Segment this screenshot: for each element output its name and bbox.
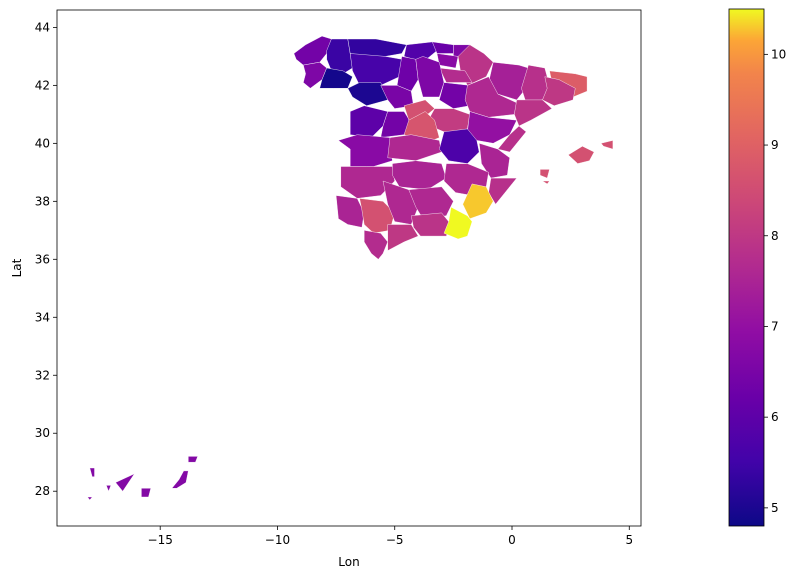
region-fuerteventura — [171, 470, 189, 489]
y-tick-label: 34 — [35, 310, 50, 324]
y-tick-label: 42 — [35, 78, 50, 92]
y-tick-label: 32 — [35, 368, 50, 382]
region-cáceres — [338, 134, 393, 167]
region-álava — [436, 53, 459, 69]
colorbar-tick-label: 5 — [771, 501, 779, 515]
colorbar-tick-label: 6 — [771, 410, 779, 424]
y-tick-label: 28 — [35, 484, 50, 498]
region-jaén — [408, 186, 454, 219]
region-almería — [443, 206, 473, 240]
region-ibiza — [539, 169, 550, 179]
x-axis-label: Lon — [338, 555, 359, 569]
x-tick-label: 5 — [625, 533, 633, 547]
colorbar-tick-label: 9 — [771, 138, 779, 152]
colorbar-tick-label: 8 — [771, 229, 779, 243]
region-burgos — [415, 56, 445, 98]
region-menorca — [600, 140, 614, 150]
y-tick-label: 40 — [35, 136, 50, 150]
y-axis-ticks: 28 30 32 34 36 38 40 42 44 — [35, 20, 57, 498]
map-frame — [56, 9, 642, 527]
y-tick-label: 44 — [35, 20, 50, 34]
region-valencia — [479, 143, 510, 179]
y-tick-label: 30 — [35, 426, 50, 440]
x-tick-label: −10 — [265, 533, 290, 547]
colorbar-tick-label: 10 — [771, 47, 786, 61]
region-soria — [439, 82, 470, 109]
y-tick-label: 36 — [35, 252, 50, 266]
x-tick-label: −15 — [148, 533, 173, 547]
region-tenerife — [115, 473, 135, 492]
region-león — [350, 53, 402, 86]
x-tick-label: 0 — [508, 533, 516, 547]
region-formentera — [542, 180, 550, 185]
region-cantabria — [403, 41, 438, 63]
region-tarragona — [514, 99, 553, 127]
region-huelva — [335, 195, 365, 228]
region-granada — [411, 212, 452, 237]
region-gran-canaria — [141, 488, 152, 498]
region-ourense — [319, 67, 353, 89]
region-lanzarote — [188, 456, 198, 463]
region-castellón — [497, 125, 527, 153]
region-alicante — [488, 177, 517, 205]
colorbar-tick-label: 7 — [771, 319, 779, 333]
map-layer — [87, 35, 614, 501]
region-barcelona — [542, 76, 576, 106]
region-cádiz — [364, 230, 388, 260]
region-la-gomera — [106, 485, 112, 492]
region-sevilla — [359, 198, 395, 234]
y-axis-label: Lat — [10, 258, 24, 277]
colorbar-ticks: 5 6 7 8 9 10 — [764, 47, 786, 515]
region-mallorca — [568, 145, 595, 164]
region-la-palma — [89, 467, 95, 477]
region-cuenca — [439, 128, 480, 164]
region-ciudad-real — [392, 160, 447, 190]
y-tick-label: 38 — [35, 194, 50, 208]
region-málaga — [387, 224, 419, 251]
region-la-rioja — [439, 67, 473, 83]
region-el-hierro — [87, 496, 93, 501]
x-axis-ticks: −15 −10 −5 0 5 — [148, 526, 633, 547]
colorbar — [728, 8, 765, 527]
region-murcia — [462, 183, 494, 219]
region-pontevedra — [303, 62, 327, 89]
x-tick-label: −5 — [386, 533, 404, 547]
